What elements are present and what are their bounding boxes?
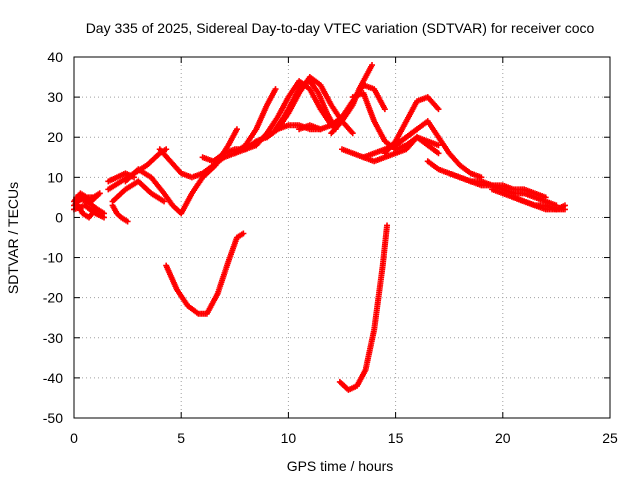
data-point <box>240 230 247 237</box>
series-arc-14 <box>231 86 279 157</box>
y-tick-label: 30 <box>47 89 63 105</box>
y-axis-title: SDTVAR / TECUs <box>5 182 21 294</box>
series-arc-19 <box>328 62 376 137</box>
data-point <box>369 62 376 69</box>
data-point <box>435 150 442 157</box>
x-tick-label: 0 <box>70 430 78 446</box>
series-arc-23 <box>381 94 442 157</box>
data-point <box>272 86 279 93</box>
data-points <box>71 62 568 393</box>
chart-title: Day 335 of 2025, Sidereal Day-to-day VTE… <box>86 20 595 36</box>
x-tick-label: 5 <box>177 430 185 446</box>
data-point <box>349 130 356 137</box>
series-arc-30 <box>71 190 103 205</box>
series-arc-24 <box>392 118 485 181</box>
data-point <box>233 126 240 133</box>
y-tick-label: -10 <box>43 250 63 266</box>
data-point <box>542 194 549 201</box>
x-tick-label: 20 <box>495 430 511 446</box>
data-point <box>381 106 388 113</box>
series-arc-8 <box>109 202 131 225</box>
y-tick-label: 20 <box>47 129 63 145</box>
x-tick-label: 10 <box>281 430 297 446</box>
y-tick-label: -50 <box>43 410 63 426</box>
data-point <box>561 202 568 209</box>
data-point <box>384 222 391 229</box>
series-arc-4 <box>75 202 99 221</box>
data-point <box>101 210 108 217</box>
data-point <box>124 218 131 225</box>
y-tick-label: -40 <box>43 370 63 386</box>
data-point <box>435 106 442 113</box>
y-tick-label: 40 <box>47 49 63 65</box>
series-arc-29 <box>510 194 568 213</box>
series-arc-6 <box>109 178 168 205</box>
series-arc-10 <box>122 126 240 217</box>
x-axis-title: GPS time / hours <box>287 458 394 474</box>
data-point <box>163 146 170 153</box>
plot-frame <box>73 56 611 419</box>
series-arc-17 <box>272 78 339 133</box>
y-tick-label: 10 <box>47 169 63 185</box>
x-tick-label: 15 <box>388 430 404 446</box>
series-arc-25 <box>360 134 442 165</box>
data-point <box>92 206 99 213</box>
y-tick-label: 0 <box>55 209 63 225</box>
data-point <box>96 190 103 197</box>
y-tick-label: -20 <box>43 290 63 306</box>
series-arc-21 <box>336 222 391 393</box>
series-arc-11 <box>163 230 247 317</box>
data-point <box>161 198 168 205</box>
grid <box>74 57 610 418</box>
y-tick-label: -30 <box>43 330 63 346</box>
data-point <box>435 142 442 149</box>
ticks: 0 5 10 15 20 25 -50 -40 -30 -20 -10 0 10 20 30 40 <box>43 49 618 446</box>
x-tick-label: 25 <box>602 430 618 446</box>
